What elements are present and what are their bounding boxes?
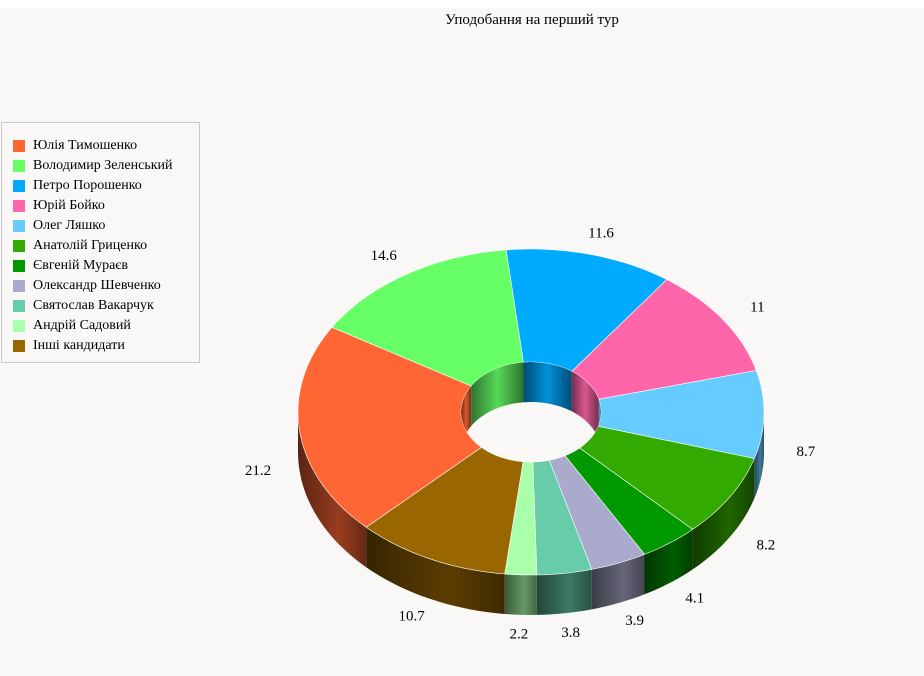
legend-item: Інші кандидати — [2, 336, 199, 356]
legend-label: Юлія Тимошенко — [33, 138, 138, 153]
legend-label: Володимир Зеленський — [33, 158, 173, 173]
legend-item: Юрій Бойко — [2, 196, 199, 216]
top-band — [0, 0, 924, 8]
legend-swatch — [13, 140, 25, 152]
slice-side-6 — [644, 529, 693, 595]
slice-side-8 — [536, 569, 592, 615]
slice-10[interactable] — [365, 447, 524, 575]
slice-side-4 — [754, 412, 764, 499]
value-label: 4.1 — [685, 590, 704, 606]
legend-swatch — [13, 320, 25, 332]
legend-item: Олександр Шевченко — [2, 276, 199, 296]
value-label: 8.7 — [797, 444, 816, 460]
chart-title: Уподобання на перший тур — [445, 12, 619, 28]
value-label: 11 — [750, 300, 764, 316]
slice-side-7 — [591, 554, 645, 610]
legend-label: Юрій Бойко — [33, 198, 105, 213]
legend-item: Андрій Садовий — [2, 316, 199, 336]
legend-label: Інші кандидати — [33, 338, 125, 353]
legend-swatch — [13, 280, 25, 292]
legend-item: Святослав Вакарчук — [2, 296, 199, 316]
slices — [297, 248, 765, 576]
legend-label: Петро Порошенко — [33, 178, 142, 193]
legend-swatch — [13, 180, 25, 192]
value-label: 14.6 — [371, 248, 398, 264]
legend-label: Анатолій Гриценко — [33, 238, 148, 253]
slice-side-0 — [298, 412, 367, 568]
side-walls — [298, 412, 764, 615]
legend-swatch — [13, 220, 25, 232]
legend-swatch — [13, 200, 25, 212]
inner-walls — [461, 362, 601, 452]
legend-label: Олександр Шевченко — [33, 278, 161, 293]
legend-label: Євгеній Мураєв — [33, 258, 128, 273]
legend-label: Андрій Садовий — [33, 318, 131, 333]
legend-swatch — [13, 260, 25, 272]
value-label: 8.2 — [757, 538, 776, 554]
value-label: 2.2 — [510, 627, 529, 643]
legend-item: Олег Ляшко — [2, 216, 199, 236]
legend-label: Святослав Вакарчук — [33, 298, 154, 313]
legend-item: Петро Порошенко — [2, 176, 199, 196]
slice-side-10 — [366, 527, 505, 614]
slice-inner-1 — [471, 362, 524, 426]
slice-inner-2 — [523, 362, 572, 412]
legend-swatch — [13, 340, 25, 352]
legend-item: Євгеній Мураєв — [2, 256, 199, 276]
legend-item: Юлія Тимошенко — [2, 136, 199, 156]
legend: Юлія Тимошенко Володимир Зеленський Петро … — [1, 122, 200, 363]
slice-side-9 — [504, 574, 537, 615]
value-labels: 21.2 14.6 11.6 11 8.7 8.2 4.1 3.9 3.8 2.2 10.7 — [245, 225, 816, 642]
legend-swatch — [13, 160, 25, 172]
legend-swatch — [13, 300, 25, 312]
slice-side-5 — [692, 458, 755, 570]
value-label: 10.7 — [398, 608, 425, 624]
value-label: 3.9 — [625, 613, 644, 629]
legend-item: Анатолій Гриценко — [2, 236, 199, 256]
legend-swatch — [13, 240, 25, 252]
value-label: 21.2 — [245, 463, 271, 479]
slice-inner-3 — [571, 371, 599, 440]
value-label: 3.8 — [561, 625, 580, 641]
legend-item: Володимир Зеленський — [2, 156, 199, 176]
value-label: 11.6 — [588, 225, 614, 241]
legend-label: Олег Ляшко — [33, 218, 106, 233]
